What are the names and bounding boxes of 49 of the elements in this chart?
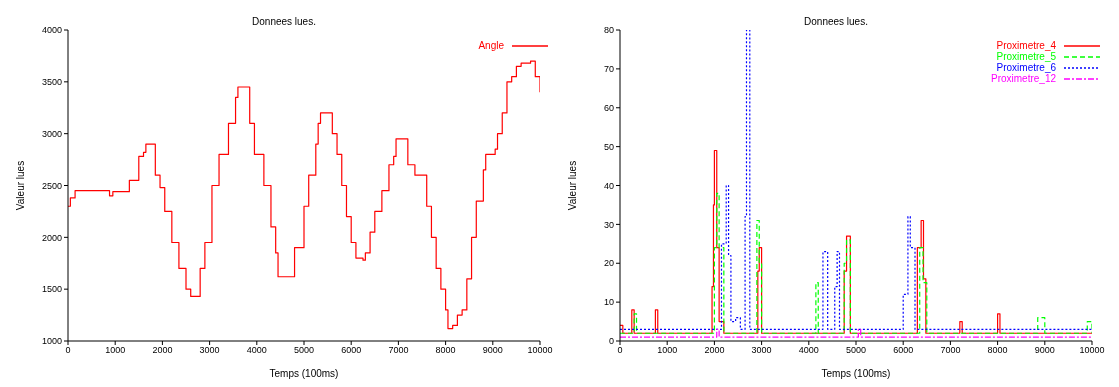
chart-title: Donnees lues. bbox=[803, 16, 869, 27]
x-tick-label: 10000 bbox=[1079, 345, 1105, 356]
legend-label: Proximetre_6 bbox=[996, 62, 1056, 73]
y-tick-label: 30 bbox=[603, 219, 614, 230]
x-tick-label: 5000 bbox=[293, 345, 315, 356]
x-tick-label: 1000 bbox=[657, 345, 678, 356]
y-tick-label: 2000 bbox=[41, 232, 62, 243]
y-axis-title: Valeur lues bbox=[14, 160, 26, 211]
y-tick-label: 1500 bbox=[41, 284, 62, 295]
legend-label: Proximetre_5 bbox=[996, 51, 1056, 62]
x-tick-label: 6000 bbox=[893, 345, 914, 356]
y-tick-label: 20 bbox=[603, 258, 614, 269]
y-tick-label: 1000 bbox=[41, 336, 62, 347]
x-tick-label: 8000 bbox=[435, 345, 456, 356]
y-tick-label: 4000 bbox=[41, 25, 62, 36]
x-tick-label: 3000 bbox=[751, 345, 772, 356]
x-tick-label: 0 bbox=[617, 345, 623, 356]
legend-label: Proximetre_12 bbox=[990, 73, 1056, 84]
x-tick-label: 7000 bbox=[940, 345, 961, 356]
x-tick-label: 4000 bbox=[246, 345, 267, 356]
y-axis-title: Valeur lues bbox=[566, 160, 578, 211]
legend-label: Proximetre_4 bbox=[996, 40, 1056, 51]
x-tick-label: 9000 bbox=[1034, 345, 1055, 356]
y-tick-label: 2500 bbox=[41, 180, 62, 191]
y-tick-label: 40 bbox=[603, 180, 614, 191]
y-tick-label: 0 bbox=[608, 336, 614, 347]
x-tick-label: 6000 bbox=[341, 345, 362, 356]
x-tick-label: 1000 bbox=[105, 345, 126, 356]
y-tick-label: 50 bbox=[603, 141, 614, 152]
y-tick-label: 3000 bbox=[41, 128, 62, 139]
x-tick-label: 4000 bbox=[798, 345, 819, 356]
x-tick-label: 10000 bbox=[527, 345, 553, 356]
x-axis-title: Temps (100ms) bbox=[269, 368, 339, 379]
x-tick-label: 9000 bbox=[482, 345, 503, 356]
y-tick-label: 3500 bbox=[41, 77, 62, 88]
y-tick-label: 60 bbox=[603, 102, 614, 113]
x-tick-label: 2000 bbox=[704, 345, 725, 356]
x-tick-label: 2000 bbox=[152, 345, 173, 356]
x-axis-title: Temps (100ms) bbox=[821, 368, 891, 379]
y-tick-label: 70 bbox=[603, 64, 614, 75]
x-tick-label: 8000 bbox=[987, 345, 1008, 356]
x-tick-label: 0 bbox=[65, 345, 71, 356]
y-tick-label: 10 bbox=[603, 297, 614, 308]
chart-title: Donnees lues. bbox=[251, 16, 317, 27]
y-tick-label: 80 bbox=[603, 25, 614, 36]
x-tick-label: 5000 bbox=[845, 345, 867, 356]
x-tick-label: 7000 bbox=[388, 345, 409, 356]
legend-label: Angle bbox=[478, 40, 504, 51]
x-tick-label: 3000 bbox=[199, 345, 220, 356]
